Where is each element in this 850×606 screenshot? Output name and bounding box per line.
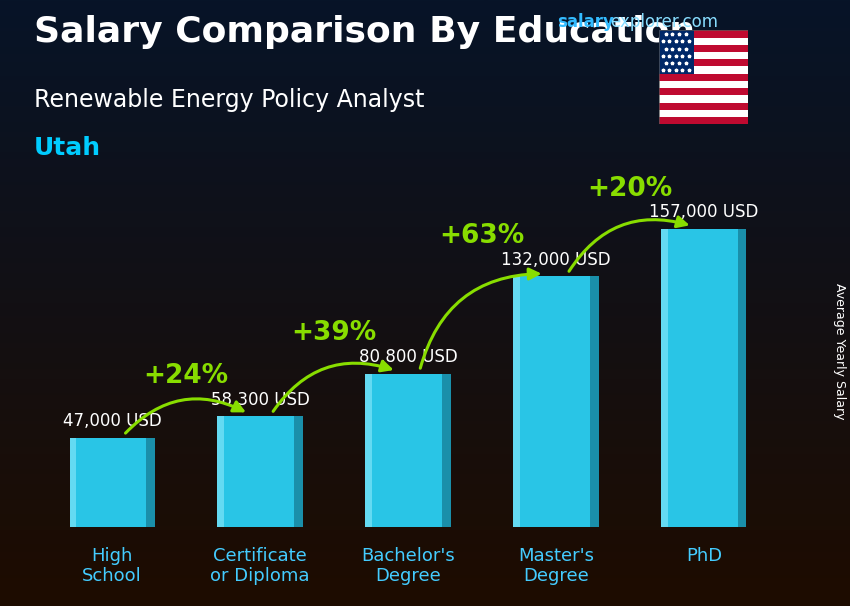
Bar: [513, 276, 519, 527]
Bar: [659, 74, 748, 81]
Polygon shape: [739, 229, 746, 527]
Bar: [659, 30, 694, 74]
Bar: [659, 52, 748, 59]
Bar: [661, 229, 739, 527]
Text: explorer.com: explorer.com: [610, 13, 718, 32]
Text: 80,800 USD: 80,800 USD: [359, 348, 457, 366]
Text: Utah: Utah: [34, 136, 101, 161]
Text: Renewable Energy Policy Analyst: Renewable Energy Policy Analyst: [34, 88, 424, 112]
Text: Certificate
or Diploma: Certificate or Diploma: [210, 547, 309, 585]
Text: Salary Comparison By Education: Salary Comparison By Education: [34, 15, 695, 49]
Text: salary: salary: [557, 13, 614, 32]
Bar: [218, 416, 294, 527]
Text: +24%: +24%: [144, 363, 229, 389]
Bar: [659, 110, 748, 117]
Polygon shape: [146, 438, 155, 527]
Text: 47,000 USD: 47,000 USD: [63, 412, 162, 430]
Bar: [659, 38, 748, 45]
Bar: [659, 59, 748, 67]
Bar: [659, 30, 748, 38]
Text: Bachelor's
Degree: Bachelor's Degree: [361, 547, 455, 585]
Bar: [366, 374, 442, 527]
Text: High
School: High School: [82, 547, 142, 585]
Text: +20%: +20%: [587, 176, 672, 202]
Bar: [70, 438, 76, 527]
Text: +63%: +63%: [439, 223, 524, 249]
Polygon shape: [442, 374, 450, 527]
Bar: [659, 67, 748, 74]
Bar: [659, 88, 748, 95]
Bar: [661, 229, 667, 527]
Bar: [70, 438, 146, 527]
Bar: [659, 81, 748, 88]
Text: +39%: +39%: [292, 321, 377, 346]
Bar: [659, 95, 748, 102]
Text: PhD: PhD: [686, 547, 722, 565]
Bar: [659, 45, 748, 52]
Text: 157,000 USD: 157,000 USD: [649, 203, 759, 221]
Polygon shape: [294, 416, 303, 527]
Bar: [659, 102, 748, 110]
Bar: [513, 276, 591, 527]
Bar: [366, 374, 371, 527]
Text: 132,000 USD: 132,000 USD: [502, 251, 611, 268]
Text: 58,300 USD: 58,300 USD: [211, 391, 309, 408]
Bar: [218, 416, 224, 527]
Polygon shape: [591, 276, 598, 527]
Text: Average Yearly Salary: Average Yearly Salary: [833, 283, 846, 420]
Text: Master's
Degree: Master's Degree: [518, 547, 594, 585]
Bar: [659, 117, 748, 124]
